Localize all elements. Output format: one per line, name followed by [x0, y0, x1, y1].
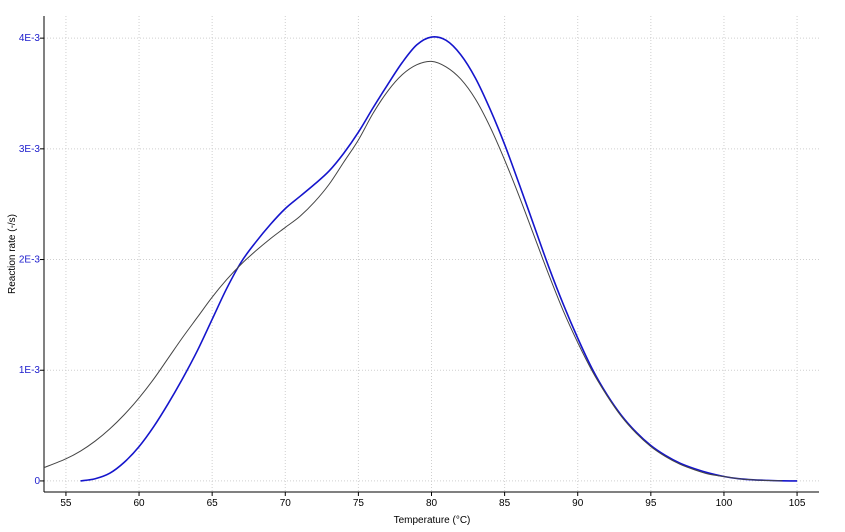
series-group: [43, 36, 798, 482]
y-tick-label-3: 3E-3: [19, 144, 41, 155]
y-tick-label-4: 4E-3: [19, 33, 41, 44]
x-tick-label-6: 85: [499, 498, 511, 509]
x-axis-ticks: 55 60 65 70 75 80 85 90 95 100 105: [60, 492, 806, 509]
grid-lines: [44, 16, 819, 492]
x-tick-label-2: 65: [207, 498, 219, 509]
blue-series-line: [80, 36, 798, 482]
x-axis-title: Temperature (°C): [394, 515, 471, 526]
x-tick-label-0: 55: [60, 498, 72, 509]
y-tick-label-0: 0: [34, 476, 40, 487]
y-axis-title: Reaction rate (-/s): [7, 214, 18, 294]
y-axis-ticks: 0 1E-3 2E-3 3E-3 4E-3: [19, 33, 44, 487]
x-tick-label-9: 100: [716, 498, 733, 509]
x-tick-label-4: 75: [353, 498, 365, 509]
y-tick-label-1: 1E-3: [19, 365, 41, 376]
x-tick-label-1: 60: [133, 498, 145, 509]
x-tick-label-8: 95: [645, 498, 657, 509]
x-tick-label-10: 105: [789, 498, 806, 509]
x-tick-label-7: 90: [572, 498, 584, 509]
x-tick-label-3: 70: [280, 498, 292, 509]
gray-series-line: [43, 60, 783, 482]
y-tick-label-2: 2E-3: [19, 255, 41, 266]
x-tick-label-5: 80: [426, 498, 438, 509]
